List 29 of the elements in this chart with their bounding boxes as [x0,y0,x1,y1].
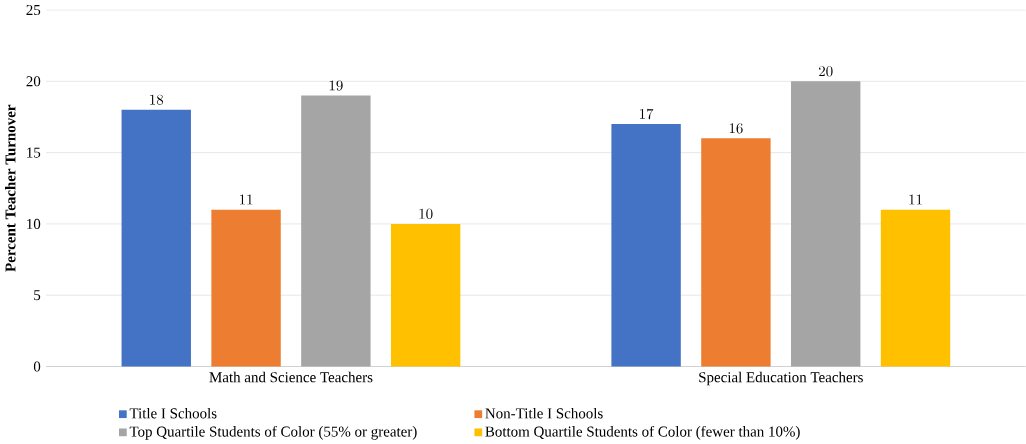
legend-label: Non-Title I Schools [485,407,603,419]
y-tick-label: 20 [26,76,41,87]
bar [390,223,461,367]
y-axis-title: Percent Teacher Turnover [5,104,16,272]
bar [121,109,191,367]
bar [611,124,681,367]
bar [701,138,771,367]
data-label: 10 [419,208,433,219]
legend-label: Bottom Quartile Students of Color (fewer than 10%) [485,425,800,440]
y-tick-label: 15 [27,147,41,158]
data-label: 18 [150,94,164,105]
data-label: 11 [239,194,253,205]
bar [211,209,281,367]
data-label: 20 [819,66,833,77]
bar [880,209,951,367]
y-tick-label: 10 [27,218,41,229]
x-tick-label: Special Education Teachers [699,371,863,386]
legend-label: Top Quartile Students of Color (55% or greater) [129,425,417,440]
legend-label: Title I Schools [129,407,217,419]
bar [791,81,861,367]
bar [301,95,371,367]
data-label: 19 [329,80,343,91]
y-tick-label: 5 [34,290,41,301]
data-label: 16 [729,123,743,134]
y-tick-label: 0 [33,361,41,372]
x-tick-label: Math and Science Teachers [209,371,373,383]
y-tick-label: 25 [26,4,41,15]
data-label: 11 [909,194,922,205]
data-label: 17 [639,108,654,120]
